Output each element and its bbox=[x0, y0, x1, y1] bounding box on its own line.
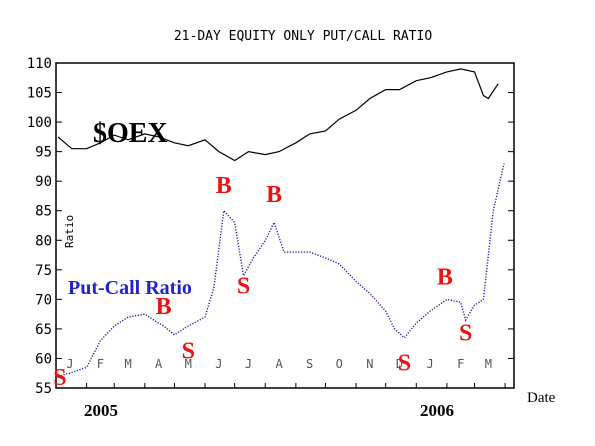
y-tick-label: 70 bbox=[35, 292, 52, 308]
x-tick-label: F bbox=[457, 357, 464, 371]
y-tick-label: 75 bbox=[35, 263, 52, 279]
x-axis-label: Date bbox=[527, 390, 556, 406]
buy-signal-marker: B bbox=[216, 173, 232, 199]
buy-signal-marker: B bbox=[437, 265, 453, 291]
y-tick-label: 100 bbox=[27, 115, 52, 131]
y-tick-label: 110 bbox=[27, 56, 52, 72]
put-call-ratio-series-label: Put-Call Ratio bbox=[68, 277, 192, 299]
y-tick-label: 105 bbox=[27, 86, 52, 102]
buy-signal-marker: B bbox=[266, 182, 282, 208]
x-tick-label: J bbox=[66, 357, 73, 371]
x-axis-ticks: J F M A M J J A S O N D J F M 2005 2006 bbox=[66, 357, 506, 420]
x-tick-label: J bbox=[426, 357, 433, 371]
x-tick-label: M bbox=[185, 357, 192, 371]
x-tick-label: N bbox=[366, 357, 373, 371]
chart-title: 21-DAY EQUITY ONLY PUT/CALL RATIO bbox=[174, 29, 432, 44]
y-axis-ticks: 55 60 65 70 75 80 85 90 95 100 105 110 bbox=[27, 56, 514, 397]
x-tick-label: M bbox=[124, 357, 131, 371]
y-tick-label: 95 bbox=[35, 145, 52, 161]
y-axis-label: Ratio bbox=[63, 215, 76, 248]
sell-signal-marker: S bbox=[53, 365, 66, 391]
x-tick-label: M bbox=[485, 357, 492, 371]
sell-signal-marker: S bbox=[237, 273, 250, 299]
x-tick-label: J bbox=[215, 357, 222, 371]
x-tick-label: A bbox=[275, 357, 283, 371]
x-tick-label: D bbox=[396, 357, 403, 371]
y-tick-label: 60 bbox=[35, 351, 52, 367]
sell-signal-marker: S bbox=[459, 321, 472, 347]
y-tick-label: 90 bbox=[35, 174, 52, 190]
x-tick-label: A bbox=[155, 357, 163, 371]
sell-signal-marker: S bbox=[398, 350, 411, 376]
put-call-ratio-series-line bbox=[57, 163, 505, 377]
plot-frame bbox=[55, 62, 515, 389]
sell-signal-marker: S bbox=[182, 338, 195, 364]
y-tick-label: 80 bbox=[35, 233, 52, 249]
oex-series-label: $OEX bbox=[93, 118, 168, 149]
x-tick-label: J bbox=[245, 357, 252, 371]
x-tick-label: O bbox=[336, 357, 343, 371]
y-tick-label: 55 bbox=[35, 381, 52, 397]
x-tick-label: S bbox=[306, 357, 313, 371]
oex-series-line bbox=[57, 68, 499, 162]
year-label: 2005 bbox=[84, 401, 118, 420]
y-tick-label: 85 bbox=[35, 204, 52, 220]
y-tick-label: 65 bbox=[35, 322, 52, 338]
buy-signal-marker: B bbox=[156, 294, 172, 320]
year-label: 2006 bbox=[420, 401, 454, 420]
x-tick-label: F bbox=[97, 357, 104, 371]
